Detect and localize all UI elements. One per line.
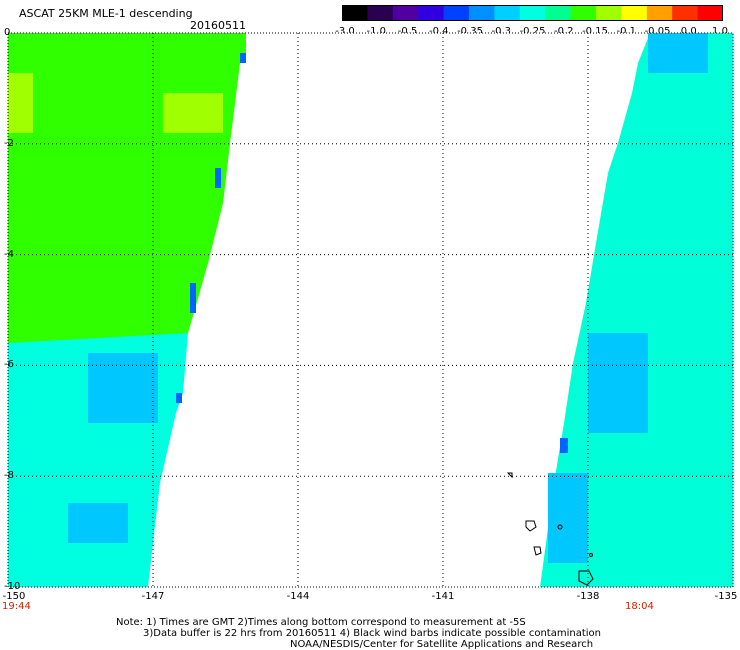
longitude-label: -150 xyxy=(2,591,26,602)
swath-right-blue-patch xyxy=(648,33,708,73)
swath-right-blue-patch-3 xyxy=(548,473,588,563)
color-scale-tick-label: -0.4 xyxy=(428,26,449,37)
latitude-label: 0 xyxy=(4,27,11,38)
latitude-label: -2 xyxy=(4,137,14,149)
color-scale-swatch xyxy=(418,5,445,21)
island-2 xyxy=(533,546,542,556)
swath-right-base xyxy=(540,33,733,587)
time-right: 18:04 xyxy=(625,601,654,612)
grid-lines xyxy=(8,33,733,587)
color-scale-tick-label: -1.0 xyxy=(366,26,387,37)
product-title: ASCAT 25KM MLE-1 descending xyxy=(19,7,193,20)
color-scale-tick-label: 0.0 xyxy=(680,26,697,37)
color-scale-tick-label: -0.05 xyxy=(644,26,671,37)
swath-left-blue-patch-2 xyxy=(68,503,128,543)
color-scale-swatch xyxy=(443,5,470,21)
swath-right xyxy=(540,33,733,587)
swath-left-edge-pixel-2 xyxy=(215,168,221,188)
color-scale-swatch xyxy=(342,5,368,21)
island-3 xyxy=(578,570,594,586)
latitude-label: -6 xyxy=(4,359,14,371)
footer-note-line1: Note: 1) Times are GMT 2)Times along bot… xyxy=(116,617,526,628)
color-scale-tick-label: -3.0 xyxy=(335,26,355,37)
color-scale-tick-label: 1.0 xyxy=(712,26,728,37)
map-frame xyxy=(7,32,734,588)
color-scale-swatch xyxy=(697,5,723,21)
color-scale-tick-label: -0.25 xyxy=(519,26,546,37)
latitude-label: -10 xyxy=(4,581,21,592)
longitude-label: -138 xyxy=(576,591,600,602)
swath-left-edge-pixel-4 xyxy=(176,393,182,403)
color-scale-swatch xyxy=(469,5,495,21)
color-scale-swatch xyxy=(392,5,419,21)
swath-right-blue-patch-2 xyxy=(588,333,648,433)
color-scale-swatch xyxy=(646,5,673,21)
swath-left-blue-patch xyxy=(88,353,158,423)
color-scale-swatch xyxy=(570,5,597,21)
color-scale-swatch xyxy=(596,5,622,21)
island-4 xyxy=(506,472,513,479)
island-5 xyxy=(557,524,563,530)
swath-left xyxy=(8,33,246,587)
longitude-label: -147 xyxy=(141,591,165,602)
map-plot[interactable] xyxy=(7,32,734,588)
product-date: 20160511 xyxy=(190,19,246,32)
color-scale-tick-label: -0.1 xyxy=(616,26,637,37)
color-scale-swatch xyxy=(367,5,394,21)
longitude-label: -135 xyxy=(714,591,738,602)
islands xyxy=(506,472,594,586)
swath-left-lime-patch-2 xyxy=(8,73,33,133)
color-scale-swatch xyxy=(519,5,546,21)
color-scale-swatch xyxy=(621,5,648,21)
color-scale-tick-label: -0.5 xyxy=(397,26,418,37)
color-scale-bar xyxy=(342,5,723,21)
longitude-label: -141 xyxy=(431,591,455,602)
island-1 xyxy=(525,520,537,532)
swath-right-edge-pixel xyxy=(560,438,568,453)
color-scale-tick-label: -0.15 xyxy=(582,26,608,37)
footer-note-line2: 3)Data buffer is 22 hrs from 20160511 4)… xyxy=(143,628,601,639)
color-scale-swatch xyxy=(672,5,699,21)
footer-credit: NOAA/NESDIS/Center for Satellite Applica… xyxy=(290,639,594,650)
color-scale-swatch xyxy=(545,5,572,21)
color-scale-tick-label: -0.2 xyxy=(553,26,574,37)
latitude-label: -8 xyxy=(4,470,14,482)
color-scale-tick-label: -0.35 xyxy=(457,26,483,37)
color-scale-border xyxy=(342,5,723,21)
time-left: 19:44 xyxy=(2,601,31,612)
longitude-label: -144 xyxy=(286,591,310,602)
swath-left-edge-pixel xyxy=(240,53,246,63)
island-6 xyxy=(589,553,593,557)
color-scale-tick-label: -0.3 xyxy=(491,26,512,37)
color-scale-swatch xyxy=(494,5,521,21)
latitude-label: -4 xyxy=(4,248,14,260)
swath-left-edge-pixel-3 xyxy=(190,283,196,313)
swath-left-lime-patch xyxy=(163,93,223,133)
